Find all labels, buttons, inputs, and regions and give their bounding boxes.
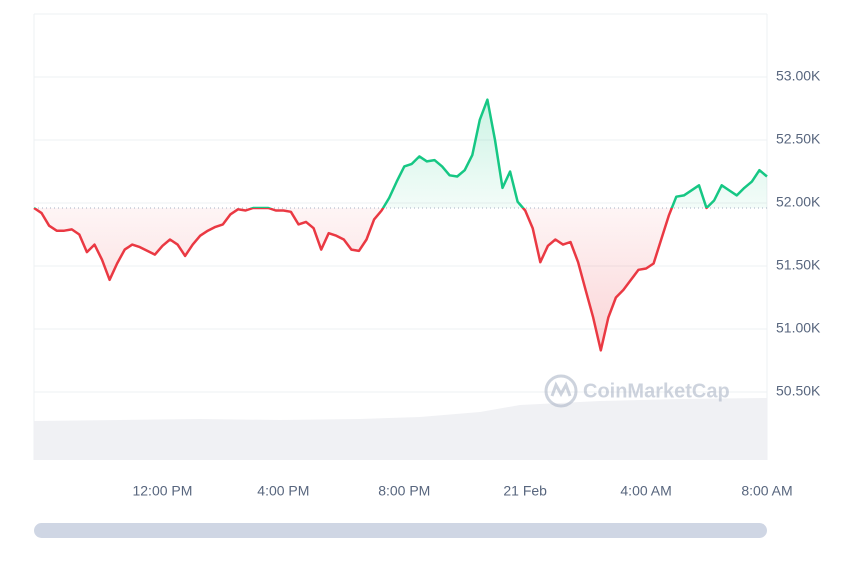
y-tick-label: 53.00K — [776, 68, 821, 84]
watermark-logo-mark — [550, 381, 572, 398]
y-tick-label: 52.00K — [776, 194, 821, 210]
watermark-text: CoinMarketCap — [583, 380, 730, 402]
scrollbar[interactable] — [34, 523, 767, 538]
volume-area — [34, 398, 767, 460]
x-tick-label: 21 Feb — [503, 483, 547, 499]
price-line — [33, 98, 768, 352]
x-tick-label: 8:00 AM — [741, 483, 792, 499]
x-tick-label: 12:00 PM — [132, 483, 192, 499]
x-tick-label: 8:00 PM — [378, 483, 430, 499]
watermark: CoinMarketCap — [544, 374, 730, 408]
x-tick-label: 4:00 PM — [257, 483, 309, 499]
watermark-logo — [544, 374, 578, 408]
price-area — [34, 99, 767, 351]
x-tick-label: 4:00 AM — [620, 483, 671, 499]
y-tick-label: 52.50K — [776, 131, 821, 147]
plot — [33, 98, 768, 352]
y-tick-label: 51.00K — [776, 320, 821, 336]
y-tick-label: 50.50K — [776, 383, 821, 399]
y-tick-label: 51.50K — [776, 257, 821, 273]
